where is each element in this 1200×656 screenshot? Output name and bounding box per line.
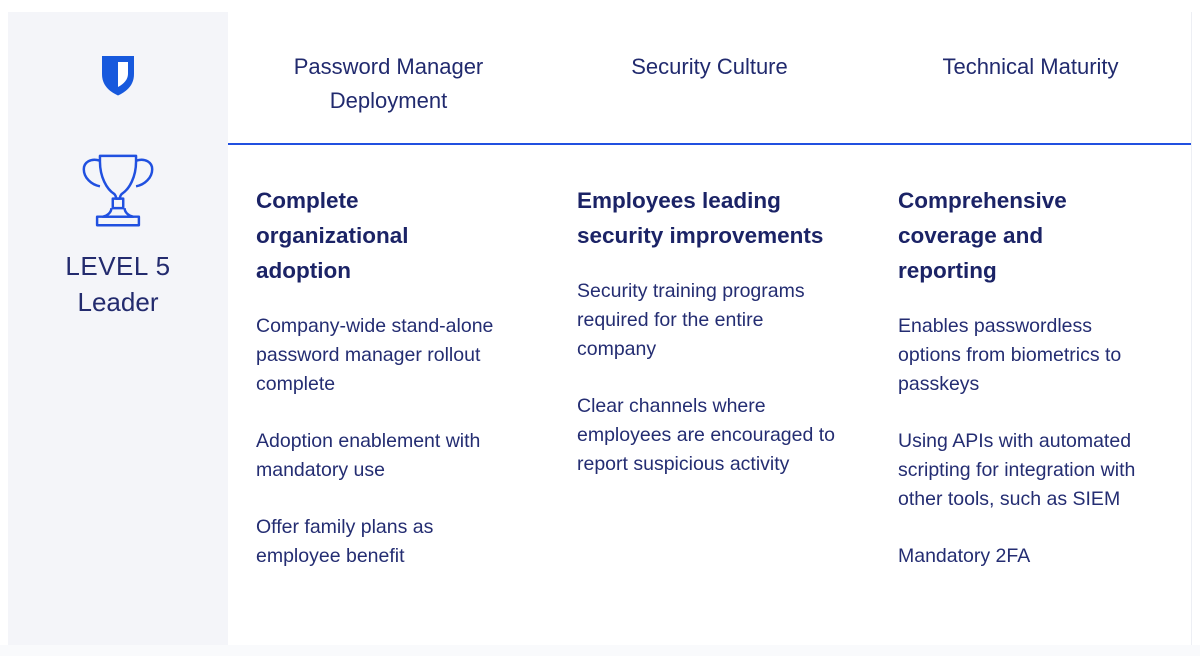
column-bodies: Complete organizational adoption Company… <box>228 145 1191 599</box>
level-sidebar: LEVEL 5 Leader <box>8 12 228 645</box>
column-header-label: Password Manager Deployment <box>293 54 484 113</box>
trophy-icon <box>82 154 154 227</box>
column-header-label: Security Culture <box>631 54 788 79</box>
column-item: Clear channels where employees are encou… <box>577 395 836 475</box>
column-item: Adoption enablement with mandatory use <box>256 430 481 481</box>
column-heading: Employees leading security improvements <box>577 188 824 248</box>
column-header-security-culture: Security Culture <box>549 12 870 143</box>
column-item: Mandatory 2FA <box>898 545 1031 567</box>
column-security-culture: Employees leading security improvements … <box>549 145 870 599</box>
column-heading: Comprehensive coverage and reporting <box>898 188 1067 283</box>
column-headers: Password Manager Deployment Security Cul… <box>228 12 1191 145</box>
page-bottom-edge <box>0 645 1200 656</box>
column-item: Enables passwordless options from biomet… <box>898 315 1122 395</box>
bitwarden-shield-icon <box>102 56 134 96</box>
column-item: Security training programs required for … <box>577 280 805 360</box>
column-technical-maturity: Comprehensive coverage and reporting Ena… <box>870 145 1191 599</box>
column-item: Using APIs with automated scripting for … <box>898 430 1136 510</box>
column-header-technical-maturity: Technical Maturity <box>870 12 1191 143</box>
maturity-columns: Password Manager Deployment Security Cul… <box>228 12 1192 645</box>
column-heading: Complete organizational adoption <box>256 188 409 283</box>
level-label: LEVEL 5 <box>65 251 171 281</box>
column-header-label: Technical Maturity <box>942 54 1119 79</box>
column-item: Offer family plans as employee benefit <box>256 516 434 567</box>
column-password-manager-deployment: Complete organizational adoption Company… <box>228 145 549 599</box>
column-header-password-manager-deployment: Password Manager Deployment <box>228 12 549 143</box>
level-name: Leader <box>77 287 159 317</box>
column-item: Company-wide stand-alone password manage… <box>256 315 494 395</box>
